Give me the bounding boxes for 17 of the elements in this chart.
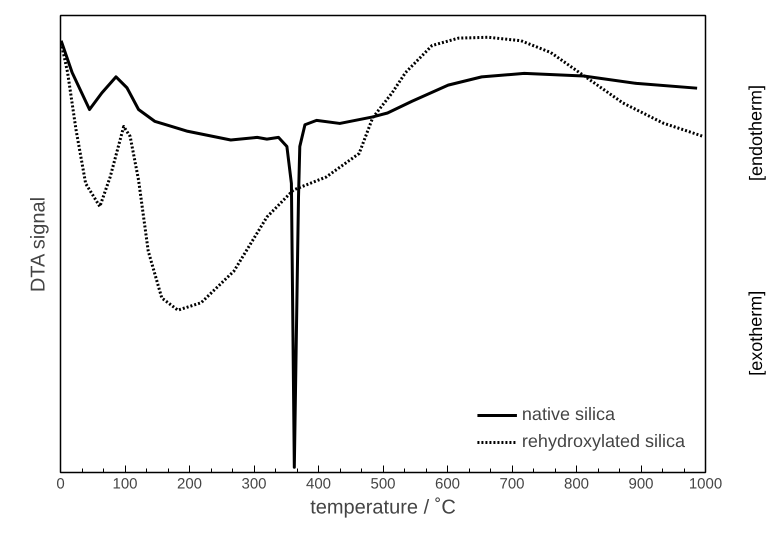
x-tick-label: 200 [176,476,202,492]
legend-label: native silica [522,404,615,425]
x-tick-label: 800 [564,476,590,492]
x-tick-label: 600 [434,476,460,492]
x-tick-label: 900 [628,476,654,492]
x-tick-label: 400 [306,476,332,492]
x-tick-label: 700 [499,476,525,492]
x-axis-title: temperature / ˚C [310,496,456,518]
y-axis-title: DTA signal [28,196,50,292]
text: [endotherm] [746,84,766,182]
x-tick-label: 300 [241,476,267,492]
text: [exotherm] [746,290,766,376]
x-tick-label: 500 [370,476,396,492]
x-tick-label: 100 [112,476,138,492]
x-tick-label: 0 [56,476,65,492]
x-tick-label: 1000 [688,476,722,492]
legend-label: rehydroxylated silica [522,431,685,452]
